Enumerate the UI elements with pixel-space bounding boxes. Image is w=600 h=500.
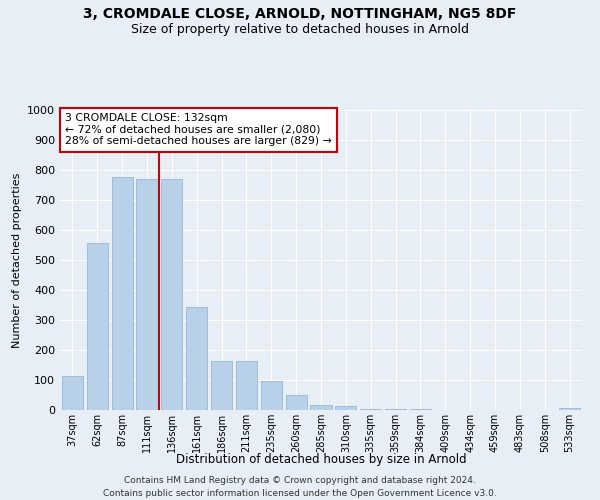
Text: Contains HM Land Registry data © Crown copyright and database right 2024.
Contai: Contains HM Land Registry data © Crown c…: [103, 476, 497, 498]
Bar: [286, 395, 307, 410]
Bar: [211, 361, 232, 410]
Bar: [559, 408, 580, 410]
Bar: [335, 406, 356, 410]
Bar: [310, 404, 332, 410]
Text: Distribution of detached houses by size in Arnold: Distribution of detached houses by size …: [176, 452, 466, 466]
Text: 3, CROMDALE CLOSE, ARNOLD, NOTTINGHAM, NG5 8DF: 3, CROMDALE CLOSE, ARNOLD, NOTTINGHAM, N…: [83, 8, 517, 22]
Bar: [360, 409, 381, 410]
Bar: [186, 308, 207, 410]
Bar: [261, 381, 282, 410]
Bar: [112, 176, 133, 410]
Bar: [410, 409, 431, 410]
Y-axis label: Number of detached properties: Number of detached properties: [11, 172, 22, 348]
Bar: [136, 180, 158, 410]
Bar: [62, 376, 83, 410]
Bar: [385, 409, 406, 410]
Text: Size of property relative to detached houses in Arnold: Size of property relative to detached ho…: [131, 22, 469, 36]
Bar: [236, 361, 257, 410]
Bar: [87, 243, 108, 410]
Text: 3 CROMDALE CLOSE: 132sqm
← 72% of detached houses are smaller (2,080)
28% of sem: 3 CROMDALE CLOSE: 132sqm ← 72% of detach…: [65, 113, 332, 146]
Bar: [161, 180, 182, 410]
